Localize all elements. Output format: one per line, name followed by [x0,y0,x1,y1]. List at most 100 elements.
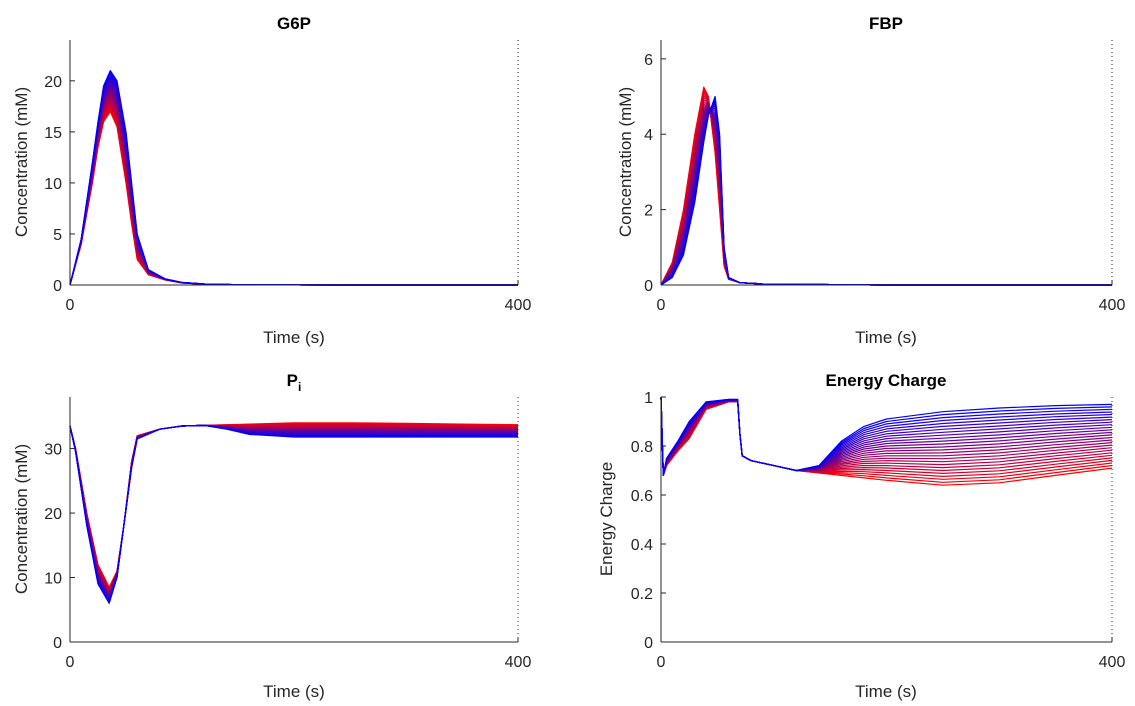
x-tick-label: 0 [66,297,75,314]
series-line-9 [69,424,519,594]
y-tick-label: 15 [44,125,62,142]
series-line-17 [69,424,519,599]
y-tick-label: 4 [644,127,653,144]
series-line-15 [660,106,1112,286]
chart-title: G6P [277,14,311,33]
series-line-1 [660,86,1112,286]
series-line-12 [69,424,519,595]
y-tick-label: 5 [53,227,62,244]
series-line-23 [69,424,519,603]
series-line-19 [69,424,519,600]
y-tick-label: 0.2 [631,586,653,603]
series-line-9 [660,101,1112,286]
chart-title-main: P [287,371,298,390]
tick-group: 0 2 4 6 0 400 [644,52,1125,314]
x-tick-label: 400 [1099,654,1126,671]
series-line-13 [660,104,1112,286]
series-line-4 [69,423,519,590]
y-axis-label: Concentration (mM) [12,87,31,237]
y-tick-label: 0 [53,278,62,295]
series-line-6 [69,424,519,592]
chart-title-subscript: i [298,380,301,394]
series-line-26 [660,95,1112,286]
series-line-21 [69,424,519,601]
series-line-21 [660,107,1112,286]
series-line-17 [660,107,1112,286]
x-axis-label: Time (s) [855,682,917,701]
x-tick-label: 0 [657,654,666,671]
series-line-20 [69,424,519,601]
y-tick-label: 6 [644,52,653,69]
series-line-14 [69,424,519,597]
series-line-23 [660,102,1112,286]
series-line-26 [69,424,518,604]
axes-frame [69,397,519,643]
y-tick-label: 0 [644,278,653,295]
series-line-24 [660,100,1112,286]
series-group [660,396,1113,486]
x-tick-label: 0 [657,297,666,314]
panel-g6p: G6P Concentration (mM) Time (s) 0 5 10 15 20… [12,14,531,347]
series-line-19 [660,109,1112,286]
chart-title: FBP [869,14,903,33]
series-group [660,86,1112,286]
series-line-11 [69,424,519,595]
series-line-7 [660,99,1112,286]
y-tick-label: 0.8 [631,439,653,456]
y-tick-label: 0 [53,635,62,652]
axes-frame [660,40,1113,286]
series-line-16 [69,424,519,598]
x-axis-label: Time (s) [855,328,917,347]
x-axis-label: Time (s) [263,682,325,701]
x-tick-label: 400 [505,654,532,671]
panel-pi: Pi Concentration (mM) Time (s) 0 10 20 30 0 4… [12,371,531,701]
y-tick-label: 0.4 [631,537,653,554]
series-line-14 [660,105,1112,286]
series-line-15 [69,424,519,597]
series-line-3 [660,90,1112,286]
series-line-22 [69,424,519,602]
panel-energy-charge: Energy Charge Energy Charge Time (s) 0 0.… [597,371,1125,701]
tick-group: 0 10 20 30 0 400 [44,442,531,671]
series-line-1 [69,422,519,588]
x-tick-label: 400 [505,297,532,314]
series-line-18 [660,108,1112,286]
series-line-4 [660,93,1112,286]
series-line-3 [69,423,519,590]
y-axis-label: Concentration (mM) [12,444,31,594]
y-tick-label: 30 [44,442,62,459]
series-line-26 [660,396,1113,476]
series-line-25 [660,98,1112,286]
y-tick-label: 0.6 [631,488,653,505]
series-line-20 [660,109,1112,286]
axes-frame [660,397,1113,643]
y-tick-label: 0 [644,635,653,652]
y-tick-label: 10 [44,176,62,193]
y-tick-label: 2 [644,203,653,220]
series-line-5 [660,95,1112,286]
series-line-13 [69,424,519,596]
series-line-2 [69,109,518,286]
series-line-2 [660,88,1112,286]
series-line-24 [69,424,519,603]
series-line-3 [69,107,518,286]
series-line-10 [69,424,519,594]
y-axis-label: Energy Charge [597,462,616,576]
panel-fbp: FBP Concentration (mM) Time (s) 0 2 4 6 0 400 [616,14,1125,347]
series-line-8 [69,424,519,593]
series-line-18 [69,424,519,599]
y-tick-label: 20 [44,74,62,91]
chart-title: Energy Charge [826,371,947,390]
y-tick-label: 10 [44,571,62,588]
y-tick-label: 1 [644,390,653,407]
chart-title: Pi [287,371,302,394]
series-line-22 [660,104,1112,286]
tick-group: 0 5 10 15 20 0 400 [44,74,531,314]
series-group [69,69,518,286]
series-line-5 [69,424,519,591]
x-tick-label: 400 [1099,297,1126,314]
series-line-10 [660,102,1112,286]
series-group [69,422,519,604]
series-line-6 [660,97,1112,286]
